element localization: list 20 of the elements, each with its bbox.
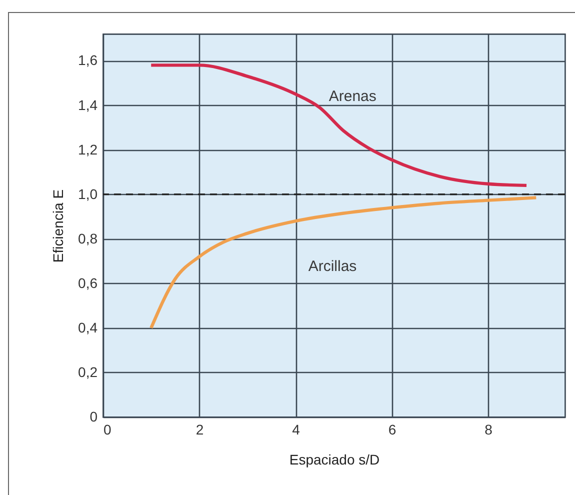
y-axis-title: Eficiencia E [50, 189, 66, 263]
x-tick-label: 2 [196, 422, 204, 438]
y-tick-label: 1,4 [78, 96, 98, 113]
y-tick-label: 1,2 [78, 141, 98, 158]
y-tick-label: 0 [90, 408, 98, 424]
line-series [150, 196, 538, 330]
y-tick-label: 0,6 [78, 274, 98, 291]
y-tick-label: 1,6 [78, 52, 98, 68]
x-tick-label: 0 [104, 422, 112, 438]
y-tick-label: 0,2 [78, 364, 98, 380]
x-tick-label: 4 [292, 422, 300, 438]
y-tick-label: 0,4 [78, 319, 98, 336]
series-label: Arenas [328, 88, 376, 105]
x-axis-title: Espaciado s/D [289, 452, 380, 468]
y-tick-label: 0,8 [78, 230, 98, 246]
y-tick-label: 1,0 [78, 186, 98, 202]
line-series [150, 64, 528, 188]
text: Arcillas [308, 258, 357, 276]
x-tick-label: 8 [484, 422, 493, 438]
x-tick-label: 6 [388, 422, 396, 438]
